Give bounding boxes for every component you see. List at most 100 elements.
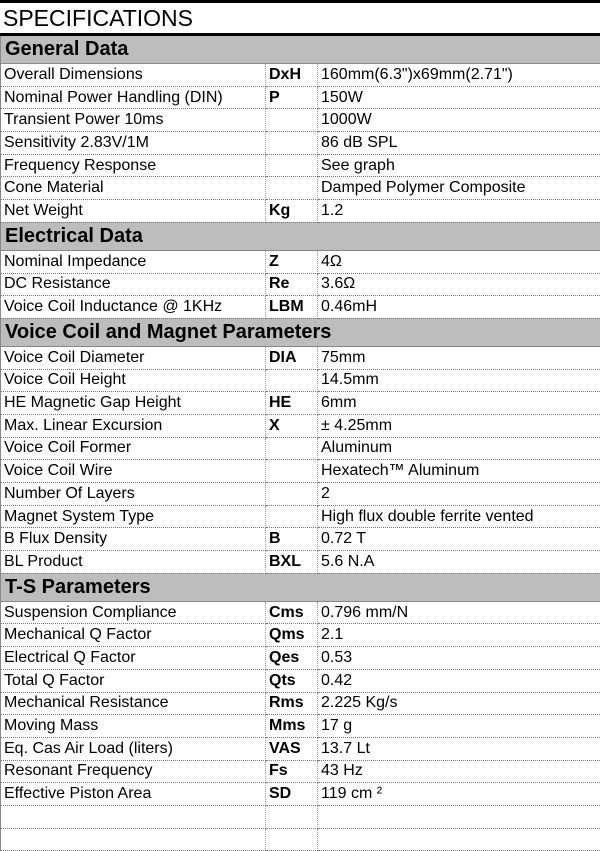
parameter-symbol [266, 154, 318, 177]
parameter-value: 75mm [318, 346, 600, 369]
parameter-label: Overall Dimensions [1, 64, 266, 87]
parameter-label: Magnet System Type [1, 505, 266, 528]
table-row [1, 805, 600, 828]
parameter-value: 0.72 T [318, 528, 600, 551]
parameter-label: Moving Mass [1, 715, 266, 738]
parameter-symbol: Re [266, 273, 318, 296]
parameter-symbol: Z [266, 250, 318, 273]
parameter-value: 43 Hz [318, 760, 600, 783]
parameter-value: 0.796 mm/N [318, 601, 600, 624]
parameter-label: Transient Power 10ms [1, 109, 266, 132]
parameter-symbol [266, 505, 318, 528]
section-header: General Data [1, 36, 600, 64]
parameter-symbol: DIA [266, 346, 318, 369]
parameter-label: Voice Coil Former [1, 437, 266, 460]
parameter-value: Hexatech™ Aluminum [318, 460, 600, 483]
section-header: Voice Coil and Magnet Parameters [1, 318, 600, 346]
table-row: Frequency Response See graph [1, 154, 600, 177]
parameter-value: 1000W [318, 109, 600, 132]
parameter-symbol: Qts [266, 669, 318, 692]
parameter-symbol [266, 483, 318, 506]
table-row: Transient Power 10ms 1000W [1, 109, 600, 132]
parameter-symbol: SD [266, 783, 318, 806]
parameter-symbol [266, 828, 318, 851]
parameter-value: 1.2 [318, 200, 600, 223]
parameter-value: See graph [318, 154, 600, 177]
parameter-value: 3.6Ω [318, 273, 600, 296]
section-heading: General Data [1, 36, 600, 64]
parameter-value [318, 805, 600, 828]
parameter-value: 14.5mm [318, 369, 600, 392]
parameter-symbol: Qms [266, 624, 318, 647]
parameter-label: Total Q Factor [1, 669, 266, 692]
parameter-value: 4Ω [318, 250, 600, 273]
parameter-value: ± 4.25mm [318, 414, 600, 437]
table-row [1, 828, 600, 851]
parameter-value: 2 [318, 483, 600, 506]
parameter-label [1, 828, 266, 851]
table-row: Number Of Layers 2 [1, 483, 600, 506]
parameter-value: High flux double ferrite vented [318, 505, 600, 528]
parameter-label [1, 805, 266, 828]
parameter-value: 86 dB SPL [318, 132, 600, 155]
parameter-label: Mechanical Q Factor [1, 624, 266, 647]
parameter-label: Nominal Impedance [1, 250, 266, 273]
parameter-value: 0.53 [318, 647, 600, 670]
parameter-label: Electrical Q Factor [1, 647, 266, 670]
parameter-symbol: BXL [266, 551, 318, 574]
parameter-value: 150W [318, 86, 600, 109]
parameter-value: Aluminum [318, 437, 600, 460]
section-header: T-S Parameters [1, 573, 600, 601]
table-row: Voice Coil Former Aluminum [1, 437, 600, 460]
parameter-label: HE Magnetic Gap Height [1, 392, 266, 415]
parameter-label: Cone Material [1, 177, 266, 200]
parameter-value: 0.46mH [318, 296, 600, 319]
parameter-label: Resonant Frequency [1, 760, 266, 783]
parameter-label: Effective Piston Area [1, 783, 266, 806]
parameter-symbol [266, 460, 318, 483]
parameter-label: DC Resistance [1, 273, 266, 296]
parameter-value: 2.225 Kg/s [318, 692, 600, 715]
parameter-symbol: Fs [266, 760, 318, 783]
parameter-value: 119 cm ² [318, 783, 600, 806]
parameter-symbol: Rms [266, 692, 318, 715]
parameter-label: Net Weight [1, 200, 266, 223]
parameter-symbol: Mms [266, 715, 318, 738]
page-title: SPECIFICATIONS [0, 0, 600, 36]
parameter-symbol: B [266, 528, 318, 551]
parameter-label: Max. Linear Excursion [1, 414, 266, 437]
parameter-label: Number Of Layers [1, 483, 266, 506]
table-row: Magnet System Type High flux double ferri… [1, 505, 600, 528]
parameter-label: Voice Coil Diameter [1, 346, 266, 369]
parameter-symbol [266, 369, 318, 392]
parameter-symbol: Qes [266, 647, 318, 670]
parameter-value [318, 828, 600, 851]
section-header: Electrical Data [1, 222, 600, 250]
parameter-value: 0.42 [318, 669, 600, 692]
parameter-label: BL Product [1, 551, 266, 574]
parameter-symbol: VAS [266, 737, 318, 760]
parameter-label: Nominal Power Handling (DIN) [1, 86, 266, 109]
parameter-label: Frequency Response [1, 154, 266, 177]
parameter-value: Damped Polymer Composite [318, 177, 600, 200]
table-row: Cone Material Damped Polymer Composite [1, 177, 600, 200]
parameter-value: 5.6 N.A [318, 551, 600, 574]
